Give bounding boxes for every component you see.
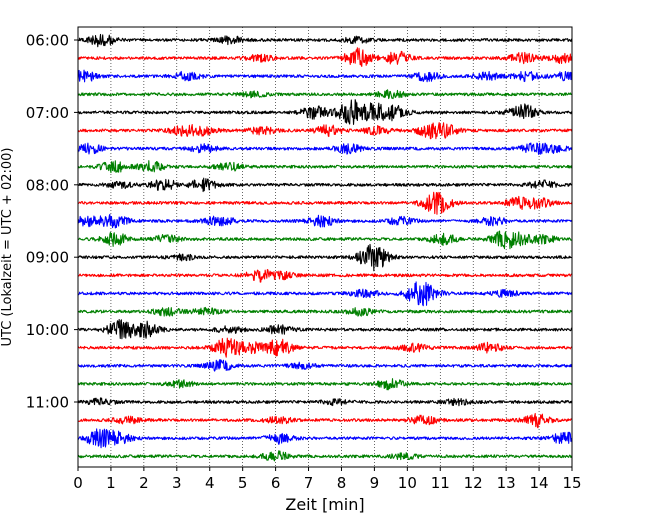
trace-0745 (77, 160, 573, 174)
x-tick-label-10: 10 (398, 474, 417, 492)
x-tick-label-3: 3 (172, 474, 182, 492)
x-tick-label-9: 9 (370, 474, 380, 492)
y-axis-label: UTC (Lokalzeit = UTC + 02:00) (0, 148, 15, 347)
x-tick-label-4: 4 (205, 474, 215, 492)
trace-0915 (77, 269, 573, 283)
y-tick-label-09:00: 09:00 (26, 249, 69, 267)
x-tick-label-13: 13 (497, 474, 516, 492)
trace-0830 (77, 213, 573, 229)
trace-0815 (77, 191, 573, 215)
x-axis-label: Zeit [min] (285, 495, 364, 514)
trace-1115 (77, 412, 573, 429)
trace-0730 (77, 142, 573, 155)
x-tick-label-12: 12 (464, 474, 483, 492)
trace-1045 (77, 378, 573, 391)
x-tick-label-6: 6 (271, 474, 281, 492)
trace-0715 (77, 122, 573, 140)
x-tick-label-8: 8 (337, 474, 347, 492)
y-tick-label-10:00: 10:00 (26, 321, 69, 339)
trace-1030 (77, 359, 573, 372)
trace-0945 (78, 306, 573, 317)
x-tick-label-11: 11 (431, 474, 450, 492)
trace-0630 (77, 69, 573, 83)
x-tick-label-2: 2 (139, 474, 149, 492)
trace-0600 (77, 33, 573, 48)
plot-frame (77, 26, 573, 468)
x-tick-label-5: 5 (238, 474, 248, 492)
x-tick-label-1: 1 (106, 474, 116, 492)
y-tick-label-06:00: 06:00 (26, 32, 69, 50)
x-tick-label-15: 15 (562, 474, 581, 492)
x-tick-label-0: 0 (73, 474, 83, 492)
trace-0645 (77, 89, 573, 100)
trace-1100 (77, 397, 573, 407)
trace-0930 (77, 281, 573, 307)
seismic-traces (77, 33, 573, 462)
y-tick-label-11:00: 11:00 (26, 394, 69, 412)
trace-1130 (77, 428, 573, 449)
trace-0615 (77, 47, 573, 67)
trace-1015 (77, 337, 573, 358)
x-tick-label-7: 7 (304, 474, 314, 492)
trace-0800 (77, 177, 573, 193)
grid-lines (110, 27, 540, 467)
trace-0700 (77, 99, 573, 125)
y-tick-label-08:00: 08:00 (26, 176, 69, 194)
y-tick-label-07:00: 07:00 (26, 104, 69, 122)
trace-0845 (77, 230, 573, 250)
x-axis-ticks: 0 1 2 3 4 5 6 7 8 9 10 11 12 13 14 15 (73, 467, 582, 492)
trace-0900 (77, 243, 573, 272)
x-tick-label-14: 14 (530, 474, 549, 492)
trace-1000 (77, 319, 573, 340)
trace-1145 (77, 450, 573, 462)
y-axis-ticks: 06:00 07:00 08:00 09:00 10:00 11:00 (26, 32, 78, 412)
